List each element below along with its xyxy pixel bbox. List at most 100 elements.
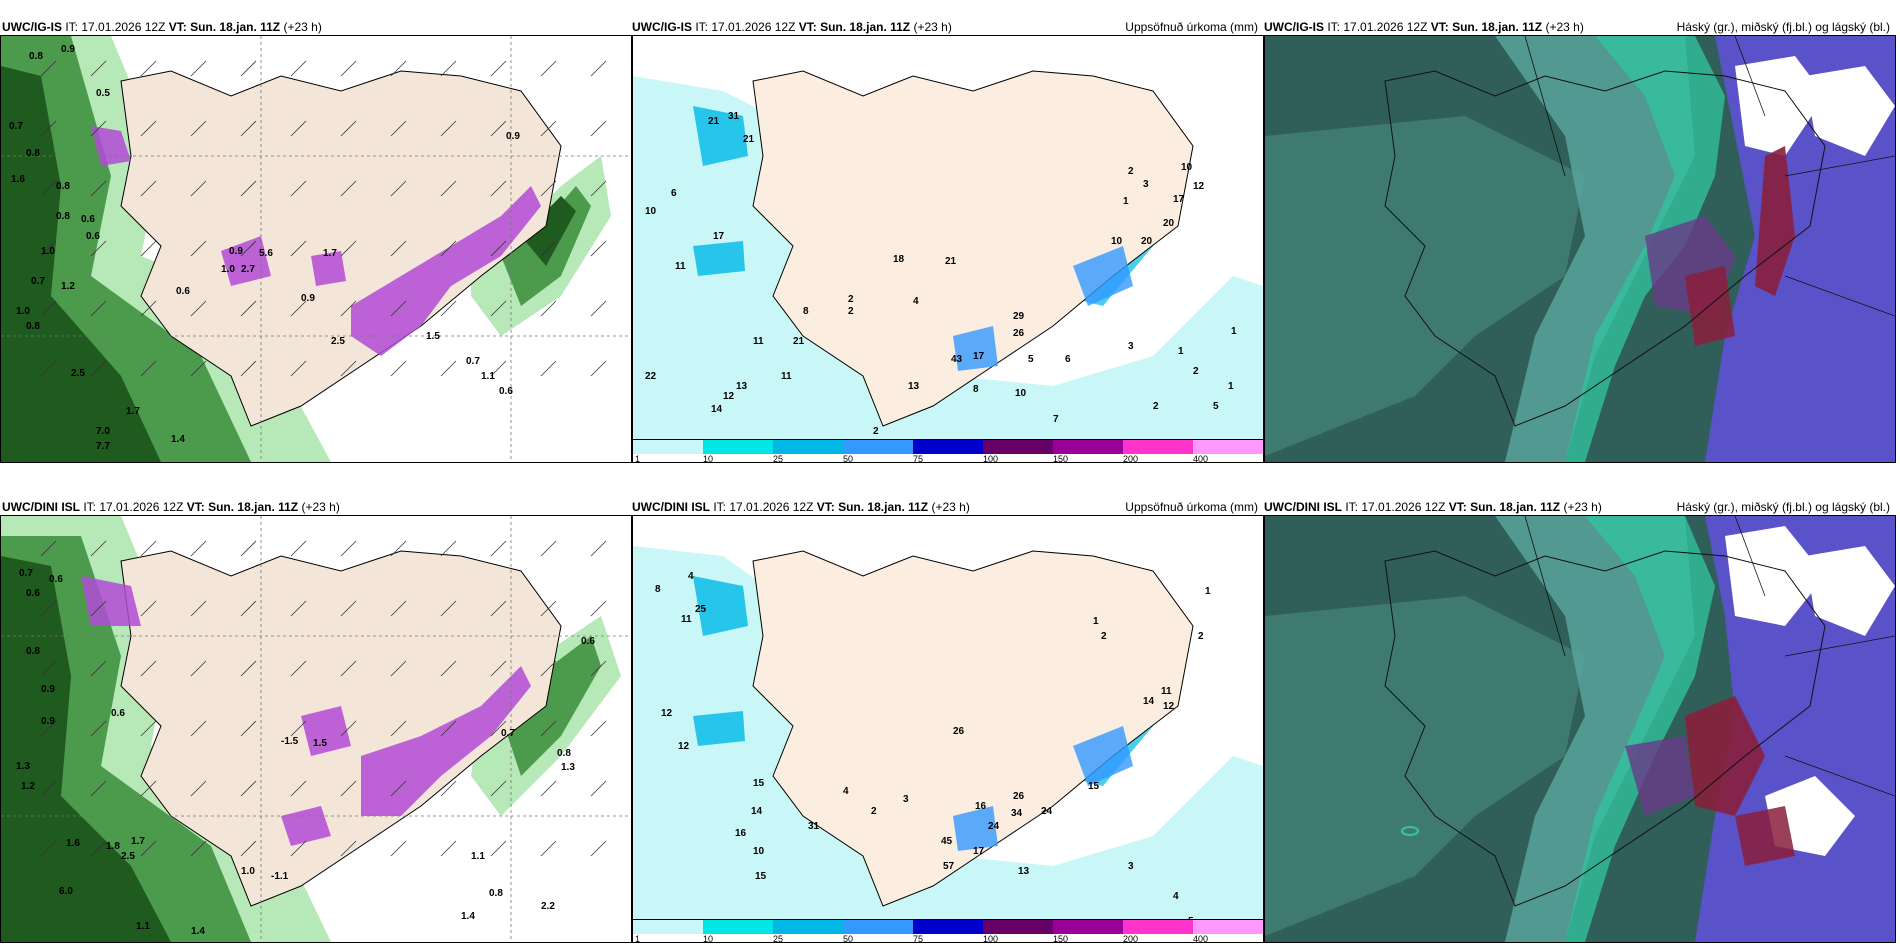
label: 1.0 [241, 866, 255, 877]
label: 24 [988, 821, 1000, 832]
lead-time: (+23 h) [283, 20, 322, 34]
label: 1.7 [131, 836, 145, 847]
label: 0.6 [49, 574, 63, 585]
valid-time: VT: Sun. 18.jan. 11Z [1430, 20, 1543, 34]
label: 12 [1193, 181, 1205, 192]
label: 1.1 [481, 371, 495, 382]
label: 8 [803, 306, 809, 317]
label: 13 [736, 381, 748, 392]
label: 0.8 [26, 148, 40, 159]
label: 13 [908, 381, 920, 392]
scale-swatch [633, 440, 704, 454]
label: 1.5 [426, 331, 440, 342]
label: 2.7 [241, 264, 255, 275]
label: 1.4 [171, 434, 185, 445]
label: 20 [1163, 218, 1175, 229]
label: 4 [913, 296, 919, 307]
valid-time: VT: Sun. 18.jan. 11Z [816, 500, 929, 514]
map-svg [1265, 36, 1895, 462]
label: 34 [1011, 808, 1023, 819]
map-svg [633, 516, 1263, 942]
scale-tick: 75 [913, 454, 924, 463]
scale-swatch [913, 440, 984, 454]
label: 1.0 [221, 264, 235, 275]
map-svg [1, 516, 631, 942]
init-time: IT: 17.01.2026 12Z [1345, 500, 1446, 514]
label: 21 [793, 336, 805, 347]
label: 25 [695, 604, 707, 615]
model-name: UWC/IG-IS [632, 20, 692, 34]
label: 1.7 [126, 406, 140, 417]
label: 1.8 [106, 841, 120, 852]
label: 7.7 [96, 441, 110, 452]
label: 6.0 [59, 886, 73, 897]
label: 1.6 [11, 174, 25, 185]
model-name: UWC/DINI ISL [2, 500, 80, 514]
map-title: Uppsöfnuð úrkoma (mm) [1125, 20, 1258, 34]
label: 10 [645, 206, 657, 217]
scale-tick: 100 [983, 454, 999, 463]
label: 3 [1143, 179, 1149, 190]
label: 1.5 [313, 738, 327, 749]
scale-tick: 25 [773, 454, 784, 463]
label: 14 [1143, 696, 1155, 707]
label: 5.6 [259, 248, 273, 259]
label: 2 [848, 306, 854, 317]
map-title: Háský (gr.), miðský (fj.bl.) og lágský (… [1676, 500, 1890, 514]
lead-time: (+23 h) [301, 500, 340, 514]
label: 1.0 [41, 246, 55, 257]
scale-tick: 1 [635, 934, 641, 943]
label: 0.8 [56, 211, 70, 222]
label: 0.8 [26, 646, 40, 657]
label: 10 [1111, 236, 1123, 247]
map-wind-temperature [1, 516, 631, 942]
label: 1 [1228, 381, 1234, 392]
label: 0.6 [86, 231, 100, 242]
label: 21 [743, 134, 755, 145]
scale-tick: 10 [703, 934, 714, 943]
map-accumulated-precip [633, 36, 1263, 462]
valid-time: VT: Sun. 18.jan. 11Z [1448, 500, 1561, 514]
scale-swatch [773, 920, 844, 934]
label: 12 [678, 741, 690, 752]
scale-swatch [1123, 440, 1194, 454]
label: 31 [728, 111, 740, 122]
scale-tick: 400 [1193, 454, 1209, 463]
scale-tick: 400 [1193, 934, 1209, 943]
label: 17 [1173, 194, 1185, 205]
label: 43 [951, 354, 963, 365]
label: 12 [723, 391, 735, 402]
panel-bottom-left: 0.6 0.7 0.6 0.8 0.6 0.9 1.3 1.2 1.6 1.8 … [0, 515, 632, 943]
model-name: UWC/DINI ISL [632, 500, 710, 514]
label: 3 [903, 794, 909, 805]
label: 2 [871, 806, 877, 817]
label: 0.7 [501, 728, 515, 739]
map-svg [633, 36, 1263, 462]
label: 21 [708, 116, 720, 127]
label: 11 [681, 614, 692, 625]
label: 13 [1018, 866, 1030, 877]
label: 0.9 [41, 716, 55, 727]
label: 0.6 [26, 588, 40, 599]
label: 7 [1053, 414, 1059, 425]
valid-time: VT: Sun. 18.jan. 11Z [168, 20, 281, 34]
label: 1.1 [136, 921, 150, 932]
scale-swatch [1053, 440, 1124, 454]
label: 8 [973, 384, 979, 395]
scale-tick: 200 [1123, 454, 1139, 463]
label: 3 [1128, 341, 1134, 352]
scale-swatch [913, 920, 984, 934]
label: 1 [1123, 196, 1129, 207]
label: 1.0 [16, 306, 30, 317]
label: 6 [671, 188, 677, 199]
label: 1.6 [66, 838, 80, 849]
lead-time: (+23 h) [1563, 500, 1602, 514]
label: 0.8 [29, 51, 43, 62]
label: 1.2 [61, 281, 75, 292]
scale-swatch [843, 920, 914, 934]
label: 0.6 [111, 708, 125, 719]
label: 17 [713, 231, 725, 242]
map-svg [1265, 516, 1895, 942]
label: 15 [753, 778, 765, 789]
label: 12 [1163, 701, 1175, 712]
